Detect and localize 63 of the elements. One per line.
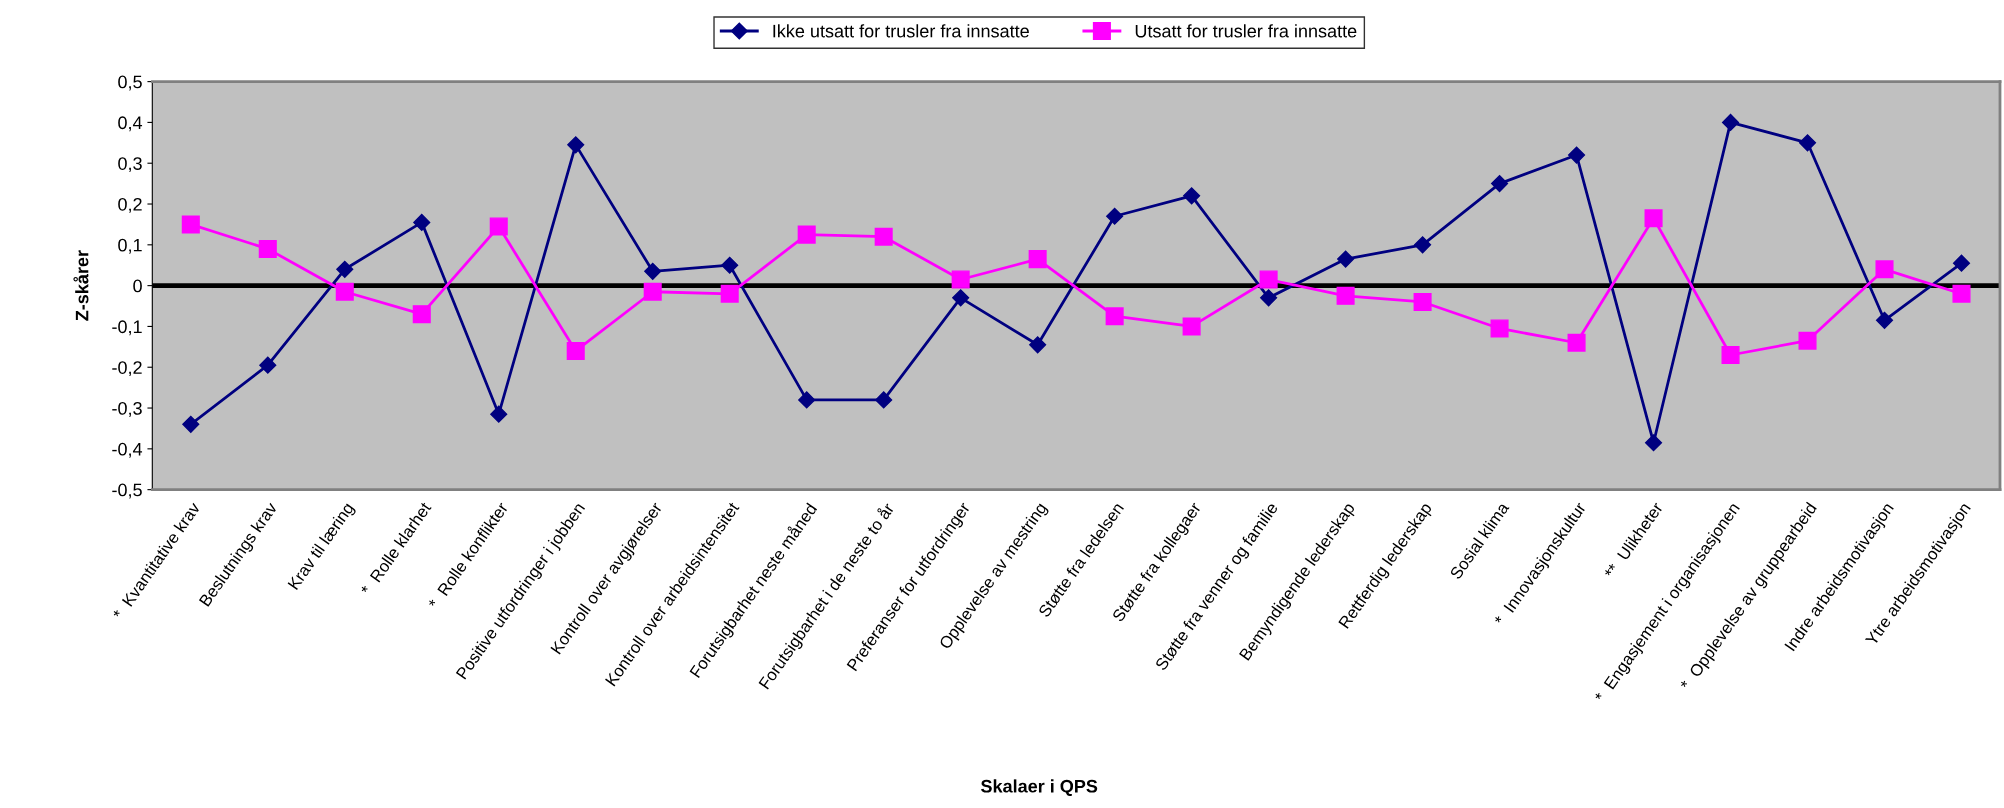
- point: [951, 270, 970, 289]
- point: [874, 227, 893, 246]
- point: [644, 262, 662, 280]
- y-axis-title: Z-skårer: [73, 250, 89, 321]
- y-tick-label: 0,2: [118, 197, 142, 213]
- point: [1413, 292, 1432, 311]
- point: [1106, 207, 1124, 225]
- y-tick-label: 0,4: [118, 116, 143, 132]
- y-tick-label: -0,4: [112, 442, 143, 458]
- point: [1414, 236, 1432, 254]
- point: [1490, 319, 1509, 338]
- point: [489, 217, 508, 236]
- y-tick-label: 0,5: [118, 75, 142, 91]
- point: [182, 415, 200, 433]
- point: [1721, 345, 1740, 365]
- point: [413, 213, 431, 231]
- legend-label: Utsatt for trusler fra innsatte: [1135, 24, 1357, 38]
- y-tick-label: -0,2: [112, 361, 142, 377]
- point: [1645, 434, 1663, 452]
- point: [875, 391, 893, 409]
- x-axis-title: Skalaer i QPS: [981, 779, 1098, 796]
- point: [643, 282, 662, 301]
- point: [181, 215, 200, 234]
- point: [721, 256, 739, 274]
- point: [1337, 250, 1355, 268]
- point: [1721, 113, 1740, 131]
- point: [258, 239, 277, 258]
- point: [1028, 250, 1047, 269]
- legend-label: Ikke utsatt for trusler fra innsatte: [773, 24, 1029, 38]
- y-tick-label: 0,3: [118, 157, 142, 173]
- point: [490, 405, 508, 423]
- point: [1875, 311, 1894, 329]
- point: [1105, 307, 1124, 326]
- point: [1568, 146, 1586, 164]
- point: [1259, 270, 1278, 289]
- point: [1875, 260, 1894, 279]
- point: [1183, 187, 1201, 205]
- point: [1952, 254, 1971, 272]
- point: [1952, 284, 1971, 303]
- point: [1798, 134, 1817, 152]
- point: [1491, 175, 1509, 193]
- point: [798, 391, 816, 409]
- point: [1567, 333, 1586, 352]
- point: [720, 284, 739, 303]
- point: [1260, 289, 1278, 307]
- point: [1182, 317, 1201, 336]
- point: [1798, 331, 1817, 350]
- y-tick-label: -0,3: [112, 401, 142, 417]
- point: [567, 136, 585, 154]
- point: [797, 225, 816, 244]
- y-tick-label: 0,1: [118, 238, 142, 254]
- y-tick-label: -0,5: [112, 483, 142, 499]
- point: [1644, 209, 1663, 228]
- point: [336, 260, 354, 278]
- y-tick-label: 0: [133, 279, 142, 293]
- point: [1029, 336, 1047, 354]
- point: [335, 282, 354, 301]
- point: [412, 305, 431, 324]
- y-tick-label: -0,1: [112, 320, 142, 336]
- point: [566, 341, 585, 360]
- point: [1336, 286, 1355, 305]
- point: [259, 356, 277, 374]
- point: [952, 289, 970, 307]
